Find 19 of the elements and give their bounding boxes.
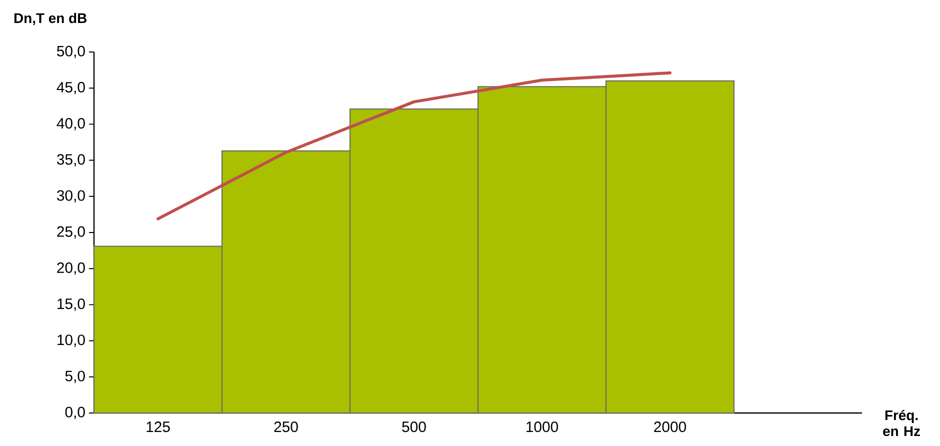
y-tick-label: 10,0	[58, 334, 85, 347]
y-tick-label: 40,0	[56, 118, 85, 130]
x-tick-label: 1000	[526, 422, 558, 432]
x-tick-label: 250	[274, 422, 298, 432]
y-axis-title: Dn,T en dB	[14, 12, 86, 26]
y-tick-label: 35,0	[56, 154, 85, 166]
x-tick-label: 2000	[654, 422, 686, 432]
x-tick-label: 125	[146, 422, 170, 432]
y-tick-label: 45,0	[56, 82, 85, 94]
y-tick-label: 30,0	[56, 190, 85, 203]
y-tick-label: 50,0	[57, 46, 85, 58]
y-tick-label: 0,0	[65, 406, 85, 420]
x-axis-title: Fréq. en Hz	[883, 410, 920, 436]
y-tick-label: 20,0	[57, 262, 85, 275]
line-series	[156, 71, 672, 220]
y-tick-label: 25,0	[57, 226, 85, 239]
x-tick-label: 500	[402, 422, 426, 432]
y-tick-label: 5,0	[65, 370, 85, 384]
y-tick-label: 15,0	[58, 298, 85, 311]
